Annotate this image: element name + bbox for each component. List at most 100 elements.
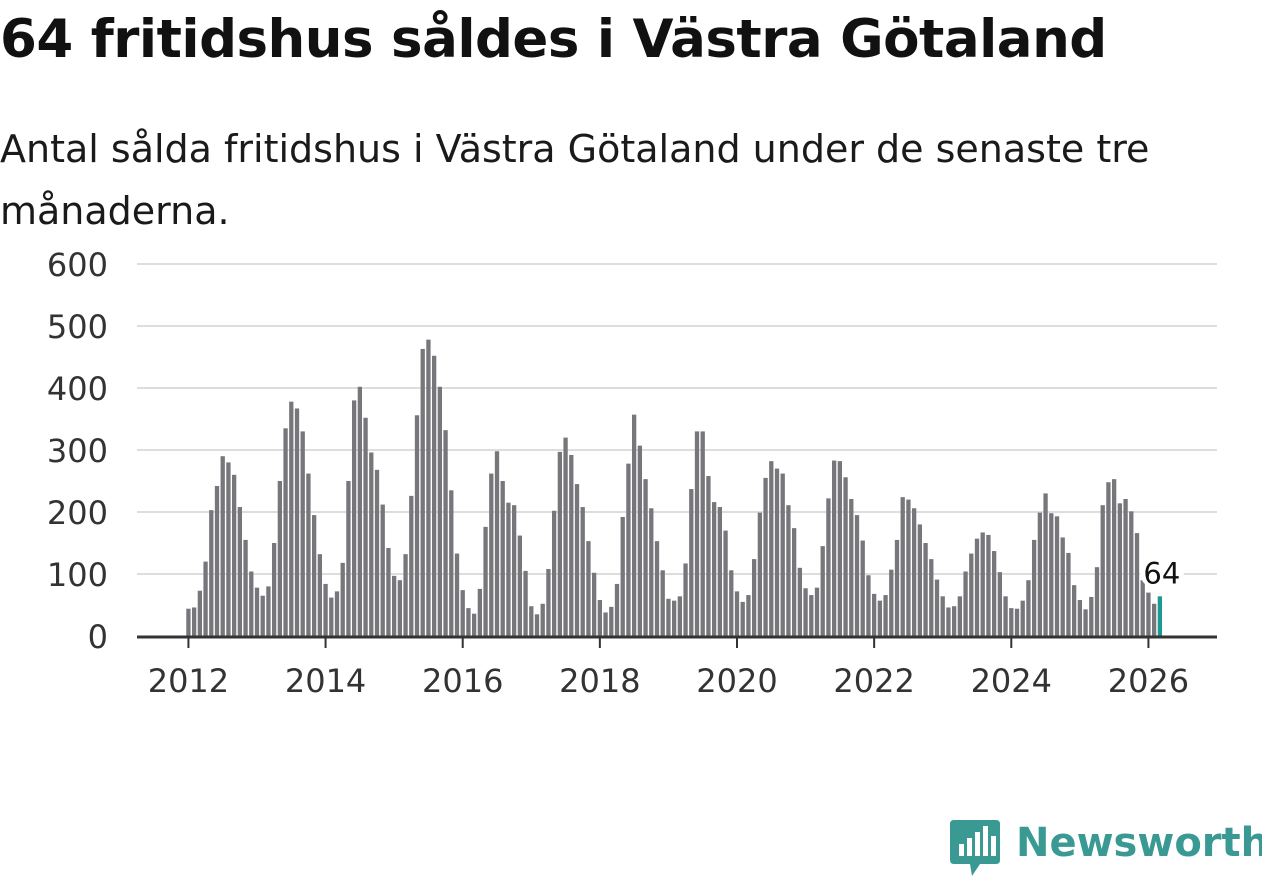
- bar: [997, 572, 1003, 636]
- bar: [534, 614, 540, 636]
- bar: [420, 348, 425, 636]
- bar: [214, 485, 220, 636]
- bar: [1089, 596, 1094, 636]
- bar-chart-speech-bubble-icon: [950, 820, 1000, 876]
- bar: [260, 595, 265, 636]
- bar: [289, 401, 294, 636]
- bar: [814, 587, 820, 636]
- bar: [1117, 503, 1123, 636]
- bar: [237, 507, 243, 636]
- bar: [1066, 552, 1071, 636]
- bar: [831, 460, 837, 636]
- bar: [797, 567, 803, 636]
- bar: [546, 569, 551, 636]
- x-tick-label: 2020: [696, 662, 777, 700]
- x-tick-label: 2014: [285, 662, 366, 700]
- bar: [209, 510, 214, 636]
- bar: [380, 504, 385, 636]
- bar: [1106, 482, 1111, 636]
- y-tick-label: 100: [47, 556, 108, 594]
- bar: [906, 499, 911, 636]
- bar: [517, 535, 523, 636]
- bar: [717, 507, 723, 636]
- bar: [957, 596, 963, 636]
- bar: [951, 606, 957, 636]
- bar: [723, 530, 728, 636]
- x-axis-ticks: 2012 2014 2016 2018 2020 2022 2024 2026: [148, 638, 1189, 700]
- bar: [277, 481, 283, 636]
- chart-title: 64 fritidshus såldes i Västra Götaland: [0, 9, 1107, 70]
- bar: [569, 454, 574, 636]
- bar: [454, 553, 460, 636]
- bar: [751, 559, 757, 636]
- bar: [1014, 608, 1020, 636]
- bar: [1083, 609, 1088, 636]
- bar: [1111, 479, 1117, 636]
- bar: [323, 583, 328, 636]
- bar: [357, 386, 363, 636]
- bar: [883, 595, 888, 636]
- bar: [283, 428, 288, 636]
- bar: [757, 512, 763, 636]
- bar: [934, 579, 940, 636]
- bar: [397, 580, 403, 636]
- bar: [506, 502, 511, 636]
- bar: [271, 543, 277, 636]
- bar: [929, 559, 934, 636]
- bar: [866, 575, 871, 636]
- bar: [837, 461, 843, 636]
- bar: [363, 417, 368, 636]
- bar: [306, 473, 311, 636]
- chart-subtitle: Antal sålda fritidshus i Västra Götaland…: [0, 127, 1150, 233]
- bar: [477, 588, 483, 636]
- bar: [449, 490, 454, 636]
- bar: [826, 498, 831, 636]
- y-axis-labels: 0 100 200 300 400 500 600: [47, 246, 108, 656]
- bar: [1151, 603, 1157, 636]
- bar: [889, 569, 894, 636]
- bar: [803, 588, 808, 636]
- bar: [603, 612, 608, 636]
- bar: [877, 600, 883, 636]
- bar: [254, 587, 260, 636]
- bar: [374, 469, 380, 636]
- bar: [980, 532, 985, 636]
- bar: [443, 430, 448, 636]
- bar-highlight: [1157, 596, 1163, 636]
- bar: [311, 515, 317, 636]
- bar: [540, 603, 545, 636]
- bar: [1003, 596, 1008, 636]
- brand-name: Newsworthy: [1016, 820, 1262, 866]
- bar: [1146, 592, 1151, 636]
- bar: [946, 607, 951, 636]
- bar: [689, 489, 694, 636]
- bar: [460, 590, 465, 636]
- bar: [597, 600, 603, 636]
- x-tick-label: 2016: [422, 662, 503, 700]
- bar: [369, 452, 374, 636]
- bar: [854, 515, 860, 636]
- bar: [557, 451, 563, 636]
- y-tick-label: 600: [47, 246, 108, 284]
- bar: [574, 484, 580, 636]
- x-tick-label: 2024: [971, 662, 1052, 700]
- bar: [426, 339, 431, 636]
- bar: [294, 408, 300, 636]
- bar: [1071, 585, 1077, 636]
- bar: [489, 473, 494, 636]
- bar: [711, 502, 717, 636]
- bar: [637, 445, 643, 636]
- bar: [654, 541, 660, 636]
- bar: [666, 598, 671, 636]
- bar: [734, 591, 740, 636]
- bar: [563, 437, 568, 636]
- gridlines: [137, 263, 1217, 575]
- bar: [551, 510, 557, 636]
- highlight-label: 64: [1143, 556, 1180, 590]
- x-tick-label: 2018: [559, 662, 640, 700]
- bar: [849, 498, 854, 636]
- bar: [340, 562, 345, 636]
- bar: [494, 451, 500, 636]
- bar: [226, 462, 231, 636]
- bar: [186, 608, 191, 636]
